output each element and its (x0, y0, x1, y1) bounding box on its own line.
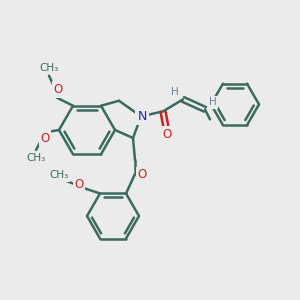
Text: H: H (209, 98, 217, 107)
Text: H: H (171, 87, 179, 98)
Text: O: O (40, 131, 50, 145)
Text: O: O (74, 178, 84, 191)
Text: CH₃: CH₃ (26, 153, 46, 163)
Text: CH₃: CH₃ (39, 63, 58, 73)
Text: O: O (53, 83, 63, 96)
Text: N: N (137, 110, 147, 123)
Text: O: O (162, 128, 172, 141)
Text: CH₃: CH₃ (50, 170, 69, 181)
Text: O: O (137, 169, 147, 182)
